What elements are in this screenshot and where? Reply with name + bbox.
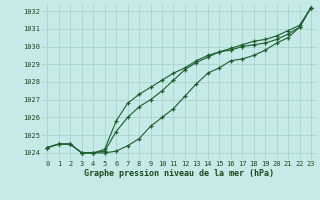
X-axis label: Graphe pression niveau de la mer (hPa): Graphe pression niveau de la mer (hPa)	[84, 169, 274, 178]
